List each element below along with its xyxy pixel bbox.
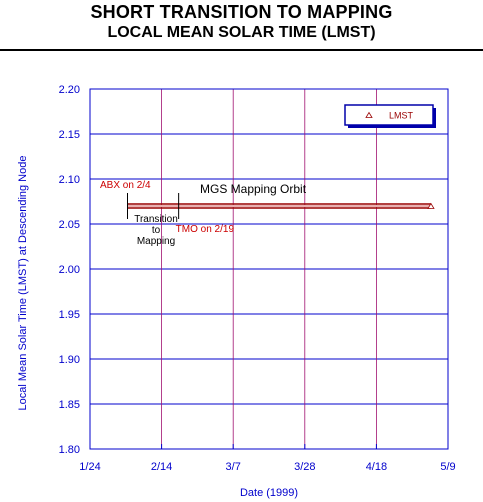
event-label: TMO on 2/19	[176, 224, 235, 235]
transition-label-line: to	[152, 225, 161, 236]
series-point-marker	[427, 202, 435, 209]
transition-label-line: Mapping	[137, 236, 175, 247]
y-axis-label: Local Mean Solar Time (LMST) at Descendi…	[17, 156, 29, 411]
legend: LMST	[344, 104, 436, 128]
orbit-label: MGS Mapping Orbit	[200, 182, 307, 196]
y-tick-label: 2.10	[59, 174, 80, 186]
y-tick-label: 2.00	[59, 264, 80, 276]
x-tick-label: 3/28	[294, 461, 315, 473]
chart-subtitle: LOCAL MEAN SOLAR TIME (LMST)	[107, 24, 376, 41]
x-tick-label: 5/9	[440, 461, 455, 473]
grid-lines	[90, 89, 448, 449]
x-axis-label: Date (1999)	[240, 487, 298, 499]
y-tick-label: 2.15	[59, 129, 80, 141]
axis-ticks: 1.80 1.85 1.90 1.95 2.00 2.05 2.10 2.15 2.20 1/24…	[59, 84, 456, 473]
y-tick-label: 1.85	[59, 399, 80, 411]
chart-title: SHORT TRANSITION TO MAPPING	[90, 2, 393, 22]
legend-label: LMST	[389, 111, 414, 121]
y-tick-label: 2.20	[59, 84, 80, 96]
legend-marker	[365, 111, 373, 118]
x-tick-label: 4/18	[366, 461, 387, 473]
y-tick-label: 1.90	[59, 354, 80, 366]
x-tick-label: 1/24	[79, 461, 100, 473]
y-tick-label: 2.05	[59, 219, 80, 231]
y-tick-label: 1.80	[59, 444, 80, 456]
title-divider	[0, 49, 483, 51]
y-tick-label: 1.95	[59, 309, 80, 321]
transition-label-line: Transition	[134, 214, 178, 225]
annotation-layer: ABX on 2/4 TMO on 2/19 MGS Mapping Orbit Tr…	[100, 180, 307, 247]
series-layer	[127, 202, 435, 209]
legend-box	[344, 104, 434, 126]
event-label: ABX on 2/4	[100, 180, 151, 191]
x-tick-label: 3/7	[226, 461, 241, 473]
x-tick-label: 2/14	[151, 461, 172, 473]
